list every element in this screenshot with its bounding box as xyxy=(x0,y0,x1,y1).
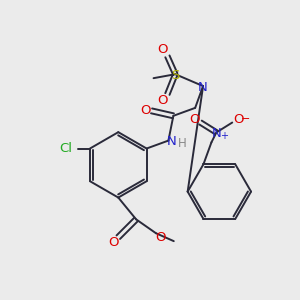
Text: O: O xyxy=(140,104,151,117)
Text: N: N xyxy=(198,81,208,94)
Text: O: O xyxy=(108,236,119,249)
Text: O: O xyxy=(157,94,168,107)
Text: N: N xyxy=(212,127,221,140)
Text: Cl: Cl xyxy=(60,142,73,155)
Text: S: S xyxy=(171,69,179,82)
Text: O: O xyxy=(157,43,168,56)
Text: O: O xyxy=(233,113,243,126)
Text: −: − xyxy=(240,114,250,124)
Text: O: O xyxy=(156,231,166,244)
Text: +: + xyxy=(220,131,228,141)
Text: N: N xyxy=(167,135,176,148)
Text: H: H xyxy=(178,137,187,150)
Text: O: O xyxy=(189,113,200,126)
